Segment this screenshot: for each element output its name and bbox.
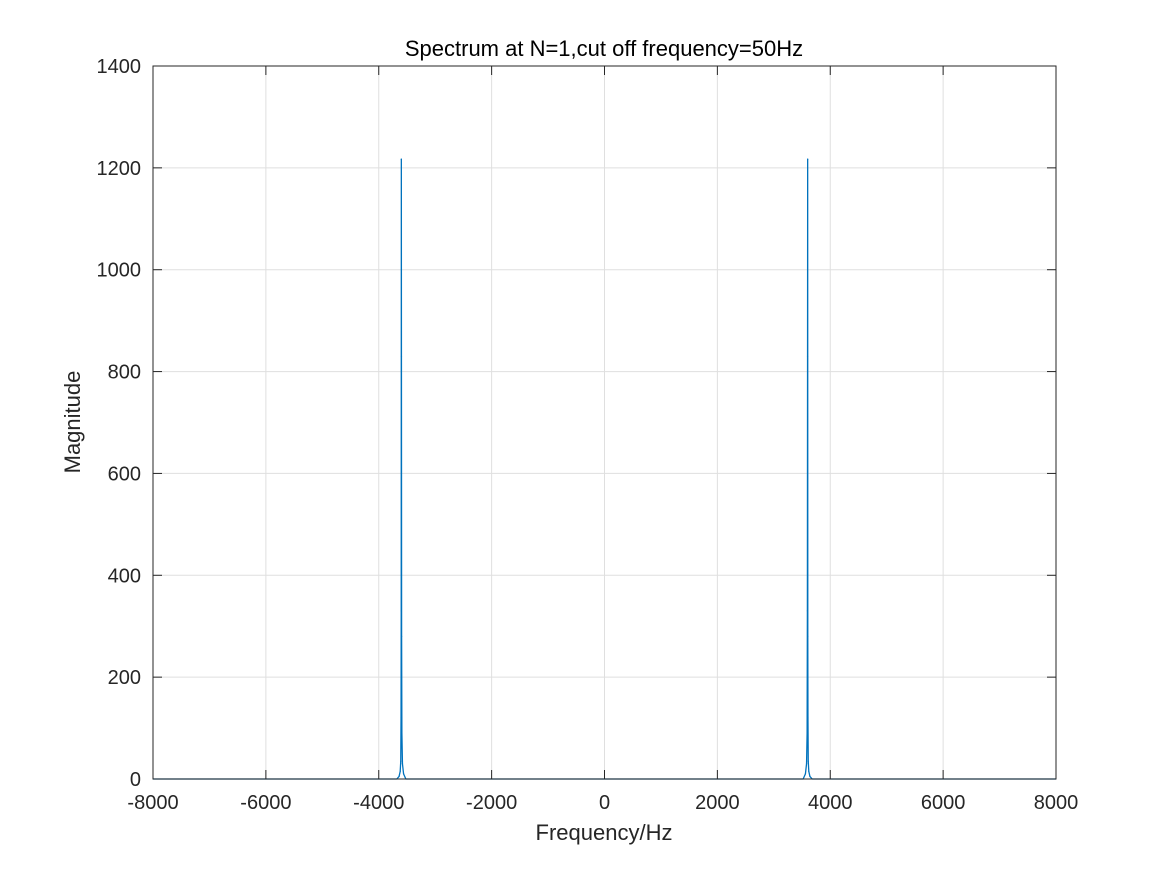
data-point (401, 732, 403, 734)
data-point (400, 760, 402, 762)
x-tick-label: -2000 (466, 792, 517, 814)
data-point (401, 763, 404, 765)
x-tick-label: 6000 (921, 792, 966, 814)
data-point (400, 355, 403, 357)
y-tick-label: 0 (130, 769, 141, 791)
y-tick-label: 400 (108, 565, 141, 587)
data-point (400, 717, 402, 719)
chart-title: Spectrum at N=1,cut off frequency=50Hz (405, 36, 803, 61)
x-tick-label: -4000 (353, 792, 404, 814)
x-tick-label: -8000 (127, 792, 178, 814)
data-point (809, 775, 811, 778)
x-tick-label: 0 (599, 792, 610, 814)
data-point (400, 610, 402, 612)
x-axis-title: Frequency/Hz (536, 820, 673, 845)
data-point (805, 763, 808, 765)
data-point (402, 773, 405, 775)
data-point (807, 760, 809, 762)
data-point (807, 635, 809, 638)
data-point (400, 158, 402, 160)
data-point (804, 773, 807, 775)
x-tick-label: 4000 (808, 792, 853, 814)
data-point (401, 635, 403, 638)
y-tick-label: 600 (108, 463, 141, 485)
data-point (807, 158, 809, 160)
y-tick-label: 1000 (97, 260, 142, 282)
data-point (398, 775, 400, 778)
x-tick-label: -6000 (240, 792, 291, 814)
x-tick-label: 8000 (1034, 792, 1079, 814)
y-tick-label: 200 (108, 667, 141, 689)
x-tick-label: 2000 (695, 792, 740, 814)
axis-ticks: -8000 -6000 -4000 -2000 0 2000 4000 6000 8000 0 20… (97, 56, 1079, 814)
data-point (807, 717, 809, 719)
y-tick-label: 800 (108, 362, 141, 384)
y-tick-label: 1400 (97, 56, 142, 78)
data-point (806, 355, 809, 357)
data-point (808, 770, 810, 772)
data-point (399, 770, 401, 772)
data-point (806, 732, 808, 734)
y-tick-label: 1200 (97, 158, 142, 180)
y-axis-title: Magnitude (60, 371, 85, 474)
data-point (806, 610, 808, 612)
